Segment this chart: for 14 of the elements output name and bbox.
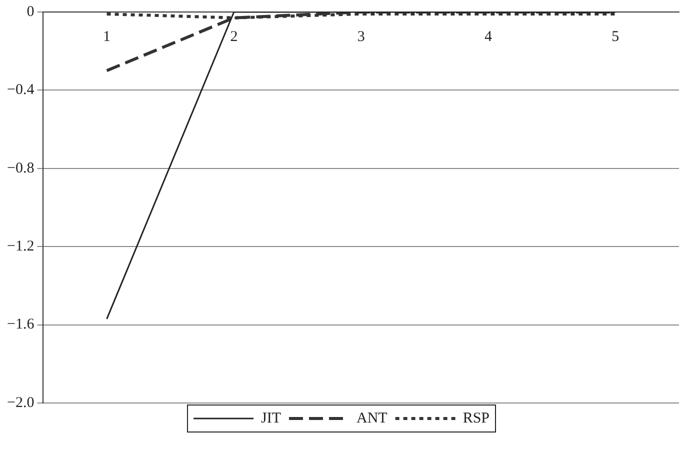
y-tick-label: −2.0 [6, 394, 34, 411]
y-tick-label: 0 [26, 4, 34, 20]
y-tick-label: −1.6 [6, 316, 35, 333]
legend-label: RSP [462, 410, 490, 426]
legend-label: ANT [356, 410, 388, 426]
x-tick-label: 2 [230, 28, 238, 45]
y-tick-label: −1.2 [6, 238, 34, 255]
x-tick-label: 5 [612, 28, 620, 45]
x-tick-label: 4 [484, 28, 493, 45]
y-tick-label: −0.4 [6, 82, 35, 98]
y-tick-label: −0.8 [6, 160, 34, 176]
x-tick-label: 1 [103, 28, 111, 45]
legend-label: JIT [260, 410, 281, 426]
x-tick-label: 3 [357, 28, 365, 45]
